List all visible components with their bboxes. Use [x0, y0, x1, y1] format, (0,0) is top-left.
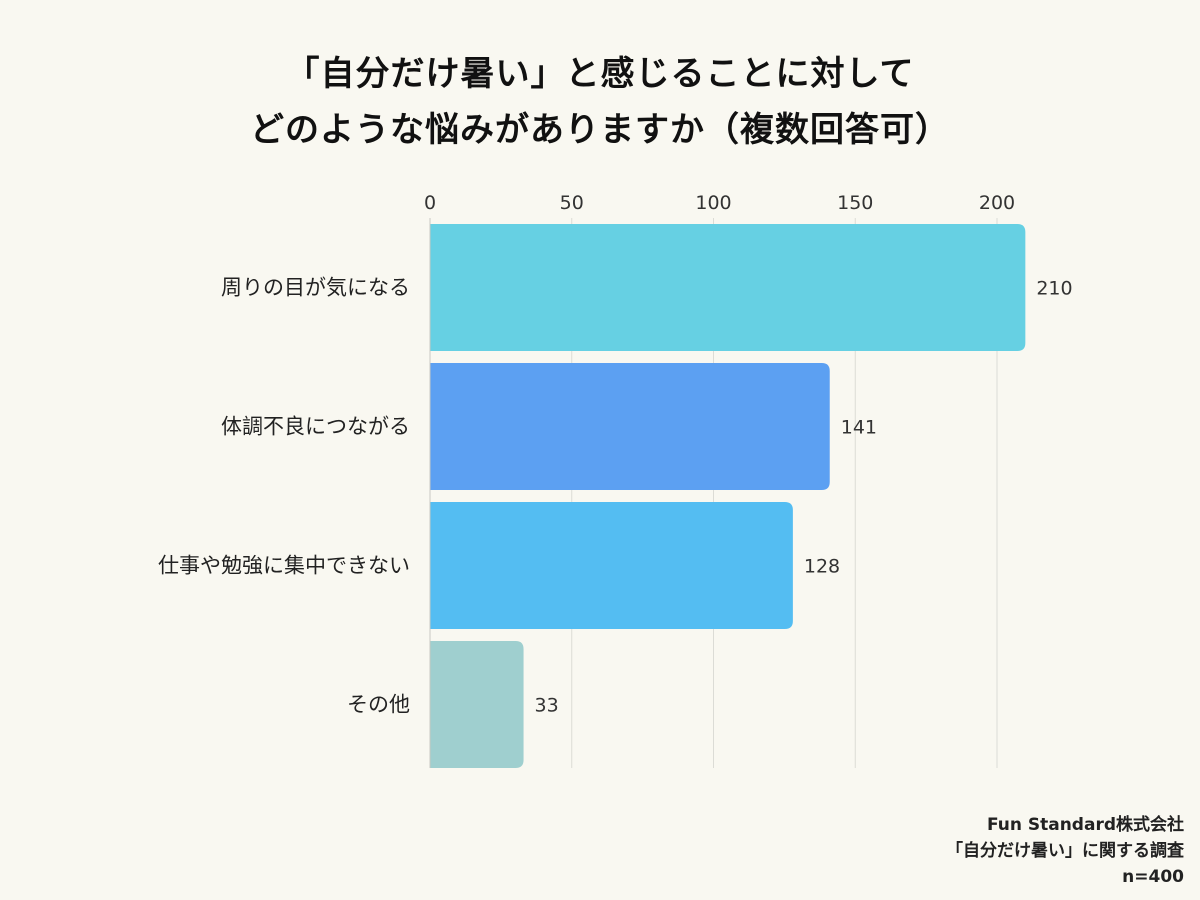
- bar: [430, 224, 1026, 351]
- x-tick-label: 100: [695, 192, 731, 214]
- chart-footer: Fun Standard株式会社 「自分だけ暑い」に関する調査 n=400: [946, 812, 1184, 890]
- category-label: 仕事や勉強に集中できない: [158, 554, 410, 578]
- x-tick-label: 150: [837, 192, 873, 214]
- bar: [430, 363, 830, 490]
- x-tick-label: 50: [560, 192, 584, 214]
- category-label: その他: [347, 693, 410, 717]
- x-tick-label: 0: [424, 192, 436, 214]
- chart-title: 「自分だけ暑い」と感じることに対して どのような悩みがありますか（複数回答可）: [0, 46, 1200, 158]
- data-label: 141: [841, 417, 877, 439]
- category-label: 体調不良につながる: [221, 415, 410, 439]
- chart-title-line-2: どのような悩みがありますか（複数回答可）: [250, 110, 950, 150]
- footer-company: Fun Standard株式会社: [986, 815, 1184, 835]
- category-label: 周りの目が気になる: [221, 276, 410, 300]
- data-label: 33: [535, 695, 559, 717]
- footer-survey-name: 「自分だけ暑い」に関する調査: [946, 841, 1184, 861]
- x-tick-label: 200: [979, 192, 1015, 214]
- bar: [430, 502, 793, 629]
- data-label: 210: [1036, 278, 1072, 300]
- footer-sample-size: n=400: [1122, 867, 1184, 887]
- bar: [430, 641, 524, 768]
- chart-title-line-1: 「自分だけ暑い」と感じることに対して: [285, 54, 915, 94]
- data-label: 128: [804, 556, 840, 578]
